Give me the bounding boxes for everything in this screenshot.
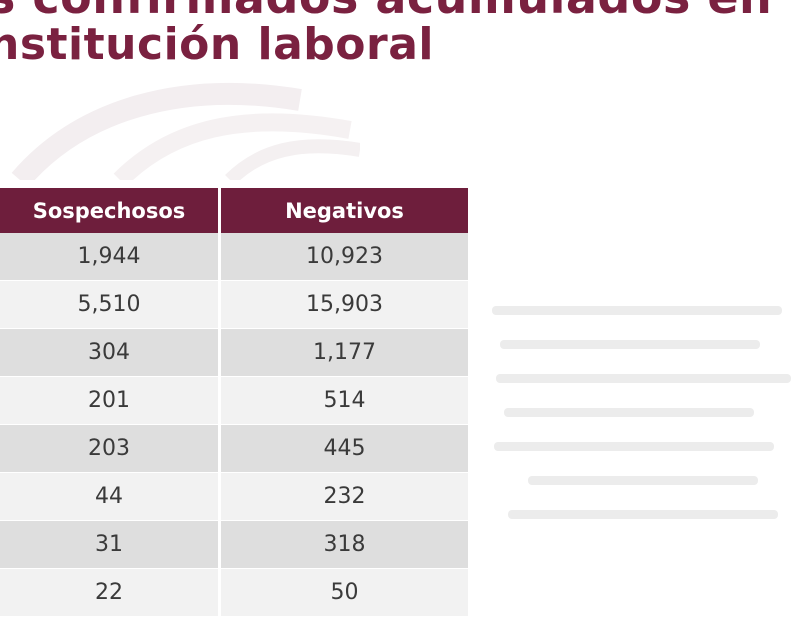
table-cell-sospechosos: 22 — [0, 569, 221, 617]
cases-table: Sospechosos Negativos 1,944 10,923 5,510… — [0, 188, 468, 617]
background-watermark — [11, 82, 360, 180]
table-row: 31 318 — [0, 521, 468, 569]
table-cell-negativos: 445 — [221, 425, 468, 473]
table-row: 201 514 — [0, 377, 468, 425]
table-cell-sospechosos: 31 — [0, 521, 221, 569]
table-header-row: Sospechosos Negativos — [0, 188, 468, 233]
table-cell-negativos: 15,903 — [221, 281, 468, 329]
table-cell-negativos: 50 — [221, 569, 468, 617]
table-cell-sospechosos: 203 — [0, 425, 221, 473]
table-row: 304 1,177 — [0, 329, 468, 377]
page-subtitle: nstitución laboral — [0, 19, 434, 70]
table-cell-sospechosos: 1,944 — [0, 233, 221, 281]
table-row: 1,944 10,923 — [0, 233, 468, 281]
column-header-sospechosos: Sospechosos — [0, 188, 221, 233]
table-cell-negativos: 318 — [221, 521, 468, 569]
table-row: 203 445 — [0, 425, 468, 473]
faded-background-text — [492, 306, 791, 519]
table-cell-sospechosos: 201 — [0, 377, 221, 425]
table-cell-negativos: 232 — [221, 473, 468, 521]
table-cell-sospechosos: 44 — [0, 473, 221, 521]
column-header-negativos: Negativos — [221, 188, 468, 233]
table-cell-negativos: 514 — [221, 377, 468, 425]
table-cell-sospechosos: 5,510 — [0, 281, 221, 329]
table-row: 22 50 — [0, 569, 468, 617]
table-row: 5,510 15,903 — [0, 281, 468, 329]
page-title: s confirmados acumulados en — [0, 0, 772, 24]
table-cell-negativos: 1,177 — [221, 329, 468, 377]
table-row: 44 232 — [0, 473, 468, 521]
table-cell-negativos: 10,923 — [221, 233, 468, 281]
table-cell-sospechosos: 304 — [0, 329, 221, 377]
